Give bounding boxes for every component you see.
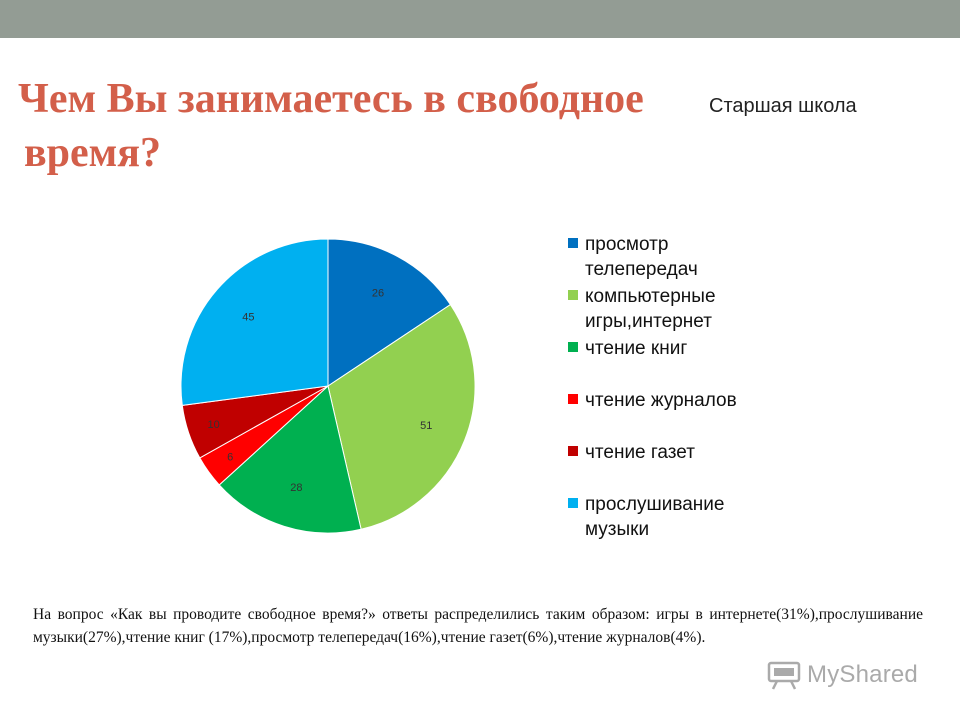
- pie-data-label: 45: [242, 311, 254, 323]
- legend-item-games: компьютерные игры,интернет: [568, 284, 828, 334]
- legend-item-magazines: чтение журналов: [568, 388, 828, 413]
- pie-slice: [180, 238, 329, 406]
- pie-data-label: 28: [290, 482, 302, 494]
- legend-item-books: чтение книг: [568, 336, 828, 361]
- top-bar: [0, 0, 960, 38]
- legend-item-tv: просмотр телепередач: [568, 232, 828, 282]
- slide-title-line-2: время?: [24, 130, 162, 176]
- pie-slice: [218, 385, 362, 534]
- legend-swatch: [568, 446, 578, 456]
- legend-swatch: [568, 290, 578, 300]
- pie-data-label: 6: [227, 452, 233, 464]
- legend-item-music: прослушивание музыки: [568, 492, 828, 542]
- pie-slice: [327, 303, 476, 530]
- legend-swatch: [568, 238, 578, 248]
- logo-text: MyShared: [807, 661, 918, 688]
- legend-label-line-1: прослушивание: [585, 494, 725, 515]
- presentation-board-icon: [767, 661, 801, 690]
- legend-label-line-1: чтение газет: [585, 442, 695, 463]
- chart-subtitle: Старшая школа: [709, 95, 857, 117]
- slide-title-line-1: Чем Вы занимаетесь в свободное: [18, 76, 644, 122]
- legend-swatch: [568, 498, 578, 508]
- legend-label-line-1: просмотр: [585, 234, 669, 255]
- pie-data-label: 51: [420, 420, 432, 432]
- legend-label-line-2: игры,интернет: [585, 311, 712, 332]
- legend-label-line-1: компьютерные: [585, 286, 716, 307]
- legend-label-line-2: музыки: [585, 519, 650, 540]
- legend-label-line-1: чтение журналов: [585, 390, 737, 411]
- legend-label-line-2: телепередач: [585, 259, 698, 280]
- pie-data-label: 26: [372, 288, 384, 300]
- survey-description: На вопрос «Как вы проводите свободное вр…: [33, 606, 923, 646]
- legend-item-newspapers: чтение газет: [568, 440, 828, 465]
- pie-data-label: 10: [207, 419, 219, 431]
- slide-title: Чем Вы занимаетесь в свободное время?: [18, 72, 718, 180]
- myshared-logo[interactable]: MyShared: [767, 657, 918, 693]
- legend-swatch: [568, 394, 578, 404]
- pie-slice: [327, 238, 452, 387]
- legend-label-line-1: чтение книг: [585, 338, 688, 359]
- legend-swatch: [568, 342, 578, 352]
